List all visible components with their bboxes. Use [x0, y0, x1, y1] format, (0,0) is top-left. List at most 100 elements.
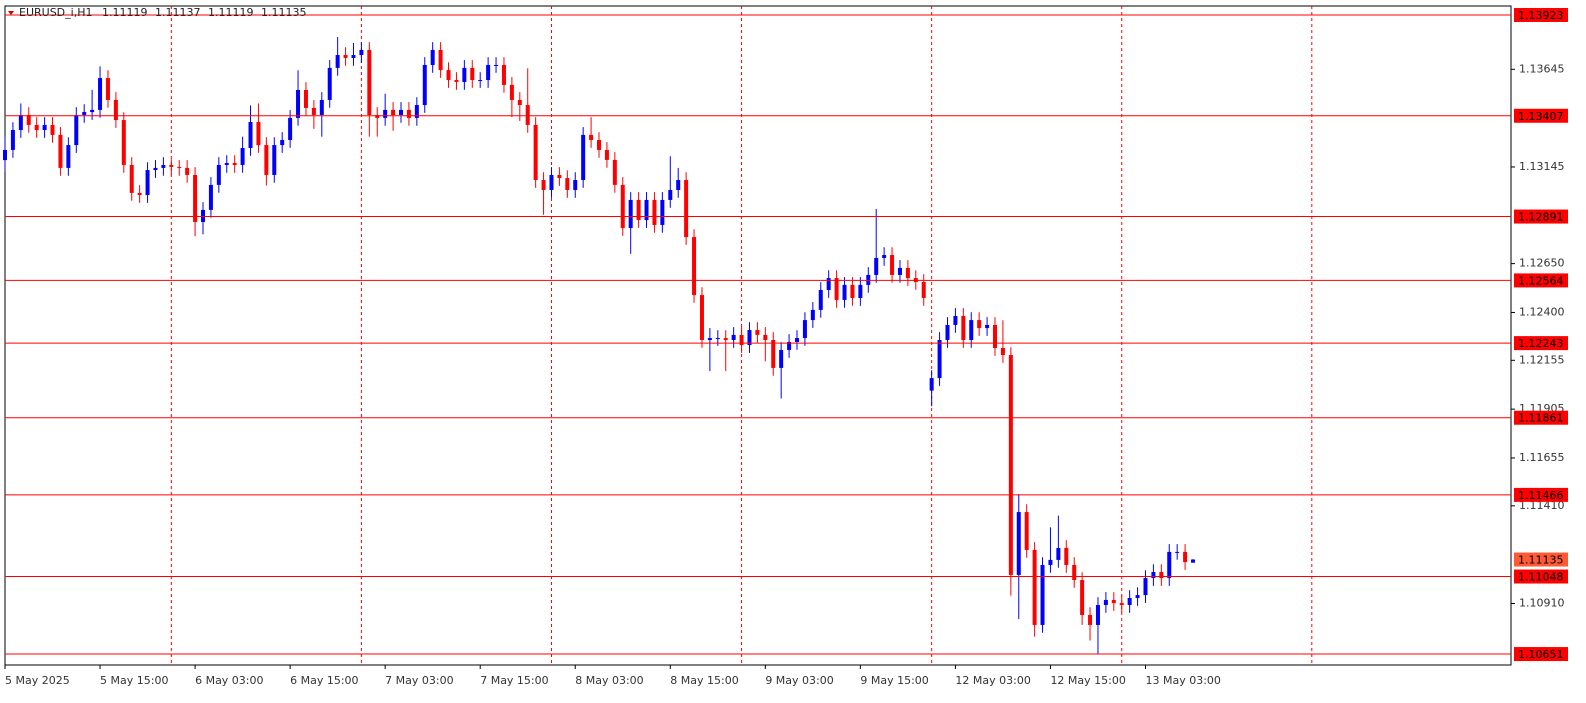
level-label-box [1514, 647, 1568, 662]
candle-layer [3, 37, 1196, 655]
candle-body [589, 134, 594, 140]
candle-body [779, 349, 784, 368]
candle-body [153, 167, 158, 171]
candle-body [810, 309, 815, 321]
x-tick-label: 9 May 15:00 [860, 674, 928, 687]
candle-body [1056, 548, 1061, 560]
candle-body [818, 289, 823, 310]
y-tick-label: 1.13645 [1519, 62, 1565, 75]
candle-body [1183, 551, 1188, 563]
symbol: EURUSD_i,H1 [19, 6, 92, 19]
candle-body [517, 99, 522, 106]
candle-body [98, 78, 103, 110]
y-tick-label: 1.12400 [1519, 305, 1565, 318]
y-tick-label: 1.13145 [1519, 160, 1565, 173]
candle-body [565, 178, 570, 190]
candle-body [42, 124, 47, 131]
header-low: 1.11119 [208, 6, 254, 19]
candle-body [256, 122, 261, 146]
candle-body [501, 64, 506, 85]
candle-body [303, 89, 308, 108]
candle-body [1088, 614, 1093, 625]
candle-body [351, 55, 356, 58]
candle-body [232, 163, 237, 165]
candle-body [58, 134, 63, 168]
candle-body [359, 49, 364, 56]
candle-body [771, 339, 776, 368]
candle-body [208, 184, 213, 210]
candle-body [161, 164, 166, 168]
x-tick-label: 12 May 03:00 [955, 674, 1030, 687]
candle-body [763, 334, 768, 340]
level-label: 1.10651 [1518, 648, 1564, 661]
level-label-box [1514, 487, 1568, 502]
candle-body [121, 120, 126, 165]
candle-body [723, 338, 728, 340]
y-tick-label: 1.12650 [1519, 257, 1565, 270]
header-close: 1.11135 [261, 6, 307, 19]
candle-body [438, 49, 443, 71]
candle-body [834, 278, 839, 300]
candle-body [636, 199, 641, 221]
level-label: 1.11466 [1518, 489, 1564, 502]
candle-body [1151, 572, 1156, 579]
candle-body [1143, 578, 1148, 596]
candle-body [787, 341, 792, 350]
candle-body [66, 145, 71, 168]
header-high: 1.11137 [155, 6, 201, 19]
candle-body [74, 114, 79, 146]
candle-body [921, 281, 926, 298]
header: EURUSD_i,H1 1.11119 1.11137 1.11119 1.11… [8, 6, 306, 19]
candle-body [280, 139, 285, 146]
candle-body [470, 67, 475, 81]
collapse-icon[interactable] [8, 11, 14, 15]
candle-body [367, 49, 372, 115]
candle-body [985, 324, 990, 329]
candle-body [1024, 512, 1029, 550]
candle-body [945, 324, 950, 340]
candle-body [26, 114, 31, 125]
candle-body [581, 134, 586, 181]
candle-body [1175, 551, 1180, 553]
candle-body [549, 174, 554, 190]
candle-body [993, 324, 998, 349]
candle-body [288, 117, 293, 140]
candle-body [391, 109, 396, 115]
candle-body [890, 255, 895, 275]
candle-body [10, 130, 15, 150]
candle-body [272, 145, 277, 175]
candle-body [177, 166, 182, 168]
candle-body [454, 80, 459, 82]
candle-body [826, 278, 831, 290]
candle-body [1119, 603, 1124, 606]
candle-body [335, 55, 340, 68]
candle-body [707, 338, 712, 340]
candle-body [961, 315, 966, 340]
candle-body [557, 174, 562, 179]
candle-body [882, 255, 887, 258]
level-label-box [1514, 209, 1568, 224]
candle-body [1135, 595, 1140, 599]
candle-body [248, 122, 253, 148]
candle-body [644, 199, 649, 221]
level-label-box [1514, 273, 1568, 288]
candle-body [1016, 512, 1021, 575]
candle-body [478, 80, 483, 82]
candle-body [383, 109, 388, 118]
candle-body [145, 170, 150, 196]
candle-body [533, 124, 538, 181]
candle-body [699, 295, 704, 340]
candle-body [137, 192, 142, 196]
candle-body [311, 107, 316, 115]
candle-body [977, 320, 982, 329]
level-label: 1.11861 [1518, 412, 1564, 425]
candle-body [113, 99, 118, 121]
candle-body [201, 209, 206, 223]
level-label-box [1514, 336, 1568, 351]
candle-body [1095, 605, 1100, 625]
x-tick-label: 12 May 15:00 [1050, 674, 1125, 687]
current-price-box [1514, 552, 1568, 567]
candle-body [739, 334, 744, 346]
candle-body [1103, 599, 1108, 606]
